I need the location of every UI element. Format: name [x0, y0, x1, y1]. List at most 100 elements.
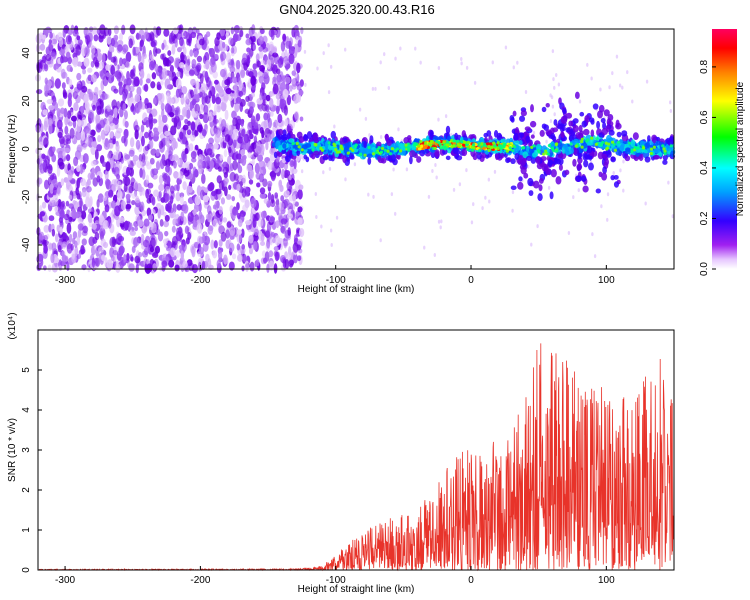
spectrogram-cell: [610, 174, 615, 181]
spectrogram-cell: [46, 99, 53, 105]
spectrogram-cell: [150, 132, 155, 138]
spectrogram-cell: [236, 229, 242, 235]
spectrogram-cell: [602, 121, 607, 130]
spectrogram-cell: [158, 140, 164, 150]
spectrogram-cell: [92, 94, 97, 105]
spectrogram-cell: [241, 228, 245, 238]
spectrogram-cell: [167, 247, 172, 254]
spectrogram-cell: [669, 144, 673, 148]
spectrogram-cell: [109, 236, 116, 248]
spectrogram-cell: [283, 198, 290, 206]
spectrogram-cell: [219, 123, 224, 131]
spectrogram-cell: [106, 259, 113, 271]
spectrogram-cell: [286, 94, 292, 106]
spectrogram-cell: [363, 153, 367, 157]
spectrogram-cell: [121, 24, 126, 35]
spectrogram-cell: [518, 176, 523, 182]
spectrogram-cell: [44, 77, 48, 85]
spectrogram-cell: [97, 134, 102, 143]
spectrogram-cell: [136, 160, 143, 169]
spectrogram-cell: [65, 138, 71, 145]
spectrogram-cell: [405, 167, 409, 172]
spectrogram-cell: [196, 124, 203, 133]
spectrogram-cell: [555, 176, 562, 185]
spectrogram-cell: [294, 111, 299, 122]
spectrogram-cell: [470, 148, 475, 152]
spectrogram-cell: [170, 190, 175, 200]
spectrogram-cell: [537, 193, 543, 202]
spectrogram-cell: [197, 154, 204, 162]
spectrogram-cell: [264, 230, 271, 238]
spectrogram-cell: [105, 64, 111, 71]
spectrogram-cell: [499, 146, 503, 150]
spectrogram-cell: [445, 125, 451, 135]
spectrogram-cell: [565, 112, 573, 119]
spectrogram-cell: [155, 245, 161, 254]
spectrogram-cell: [613, 174, 619, 180]
spectrogram-cell: [117, 235, 125, 242]
spectrogram-cell: [109, 131, 114, 139]
spectrogram-cell: [218, 180, 224, 191]
spectrogram-cell: [43, 137, 49, 148]
spectrogram-cell: [607, 142, 611, 146]
spectrogram-cell: [236, 183, 241, 192]
spectrogram-cell: [61, 232, 68, 240]
spectrogram-cell: [194, 195, 201, 206]
spectrogram-cell: [83, 57, 90, 68]
spectrogram-cell: [204, 95, 211, 104]
spectrogram-cell: [234, 102, 240, 113]
spectrogram-cell: [122, 44, 129, 53]
spectrogram-cell: [379, 135, 383, 140]
spectrogram-cell: [329, 141, 334, 147]
spectrogram-cell: [50, 253, 55, 264]
spectrogram-cell: [145, 119, 150, 128]
spectrogram-cell: [213, 142, 219, 150]
spectrogram-cell: [591, 232, 594, 237]
spectrogram-cell: [103, 241, 109, 249]
spectrogram-cell: [271, 161, 278, 173]
spectrogram-cell: [138, 153, 143, 163]
spectrogram-cell: [190, 134, 196, 142]
spectrogram-cell: [66, 222, 72, 234]
spectrogram-cell: [263, 198, 269, 204]
spectrogram-cell: [610, 140, 615, 144]
spectrogram-cell: [259, 64, 266, 72]
spectrogram-cell: [496, 141, 500, 145]
spectrogram-cell: [139, 39, 144, 47]
spectrogram-cell: [172, 137, 177, 149]
spectrogram-cell: [237, 136, 244, 144]
spectrogram-cell: [465, 143, 469, 147]
spectrogram-cell: [510, 185, 517, 190]
spectrogram-cell: [125, 51, 132, 63]
spectrogram-cell: [607, 114, 614, 122]
spectrogram-cell: [37, 239, 42, 245]
spectrogram-cell: [149, 237, 156, 248]
spectrogram-cell: [288, 138, 295, 143]
spectrogram-cell: [49, 31, 53, 39]
spectrogram-cell: [39, 211, 46, 217]
spectrogram-cell: [216, 105, 222, 113]
spectrogram-cell: [230, 47, 235, 54]
spectrogram-cell: [259, 139, 266, 145]
spectrogram-cell: [190, 151, 197, 159]
spectrogram-cell: [103, 141, 110, 150]
spectrogram-cell: [282, 33, 287, 42]
spectrogram-cell: [560, 131, 565, 139]
spectrogram-cell: [493, 144, 497, 148]
spectrogram-cell: [201, 260, 206, 270]
spectrogram-cell: [90, 45, 96, 55]
spectrogram-cell: [158, 183, 165, 192]
spectrogram-cell: [268, 250, 274, 258]
spectrogram-cell: [557, 82, 561, 87]
spectrogram-cell: [358, 107, 362, 112]
colorbar-tick-label: 0.4: [699, 161, 710, 175]
spectrogram-cell: [61, 200, 66, 208]
spectrogram-cell: [334, 148, 338, 152]
spectrogram-cell: [424, 141, 428, 145]
spectrogram-cell: [205, 253, 210, 263]
spectrogram-cell: [51, 153, 57, 163]
spectrogram-cell: [47, 242, 53, 252]
spectrogram-cell: [572, 195, 575, 200]
spectrogram-cell: [149, 60, 155, 71]
spectrogram-cell: [220, 68, 227, 78]
